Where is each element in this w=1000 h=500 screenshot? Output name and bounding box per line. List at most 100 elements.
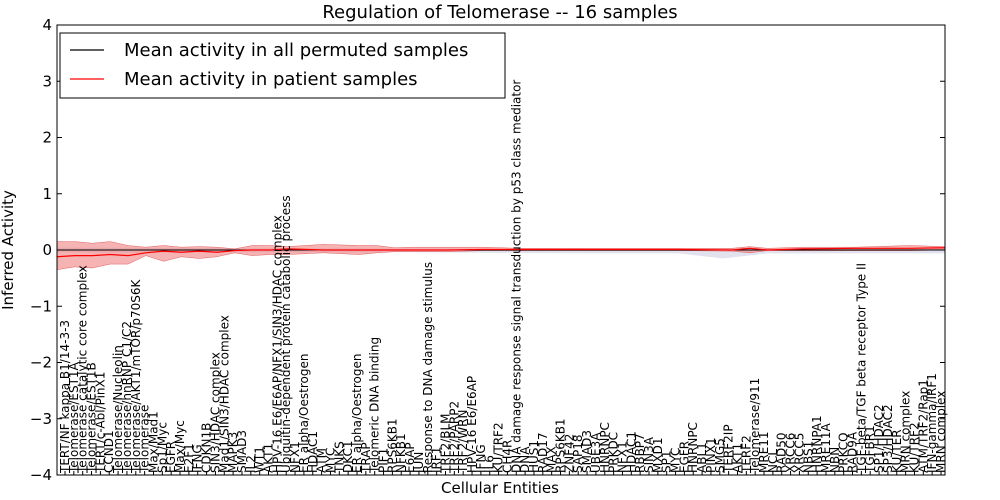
x-category-label: NBS1 [801, 441, 815, 473]
x-category-label: SIN3/HDAC complex [208, 352, 222, 473]
x-category-label: ATM [315, 448, 329, 473]
x-category-label: IFN-gamma/IRF1 [925, 373, 939, 473]
x-category-label: MRN complex [934, 391, 948, 473]
x-category-label: Telomerase/AKT1/mTOR/p70S6K [129, 278, 143, 474]
x-category-label: Telomerase/911 [748, 378, 762, 474]
x-category-label: SIN3A [642, 436, 656, 473]
y-tick-label: 2 [42, 129, 52, 147]
x-category-label: MRE11 [757, 431, 771, 473]
x-category-label: TRF2/PARP2 [447, 401, 461, 474]
x-category-label: DNA damage response signal transduction … [509, 80, 523, 473]
x-category-label: Telomerase/hnRNP C1/C2 [120, 321, 134, 474]
x-category-label: E2F1 [182, 443, 196, 473]
x-category-label: SP1 [660, 451, 674, 474]
x-category-label: SP3/HDAC2 [881, 404, 895, 473]
x-category-label: TRF2/BLM [438, 413, 452, 474]
x-category-label: IL6 [483, 455, 497, 473]
x-category-label: RAD9A [846, 431, 860, 473]
x-category-label: HUS1 [527, 440, 541, 473]
x-category-label: UBE3A [589, 432, 603, 473]
x-category-label: XRCC6 [784, 433, 798, 473]
x-category-label: Telomerase/EST1B [85, 362, 99, 474]
x-category-label: HPV-16 E6/E6AP/NFX1/SIN3/HDAC complex [270, 215, 284, 473]
x-category-label: WT1 [253, 446, 267, 473]
x-category-label: CCND1 [102, 430, 116, 473]
x-category-label: RBBP7 [633, 433, 647, 473]
patient-mean-line [56, 247, 946, 258]
y-tick-label: −3 [30, 410, 52, 428]
x-category-label: ATM/TRF2/Rap1 [916, 379, 930, 473]
x-category-label: PRKCQ [837, 432, 851, 473]
legend-label: Mean activity in all permuted samples [124, 40, 468, 61]
x-category-label: HNRNPA1 [810, 415, 824, 473]
x-category-label: Telomeric DNA binding [368, 337, 382, 474]
legend-label: Mean activity in patient samples [124, 69, 418, 90]
x-category-label: MXD1 [651, 438, 665, 473]
x-category-label: SP1/HDAC2 [872, 404, 886, 473]
x-category-label: PRKDC [607, 432, 621, 473]
x-category-label: MYC [323, 448, 337, 473]
x-category-label: Max/Myc [173, 420, 187, 473]
legend: Mean activity in all permuted samples Mea… [59, 32, 506, 99]
x-category-label: MRN complex [899, 391, 913, 473]
x-category-label: MRE11A [819, 422, 833, 473]
x-category-label: IFNG [474, 444, 488, 473]
x-category-label: ER alpha/Oestrogen [297, 354, 311, 473]
x-category-label: TNKS [332, 441, 346, 474]
x-category-label: Telomerase/Nucleolin [111, 345, 125, 474]
x-category-label: MAX [545, 446, 559, 473]
y-tick-label: 3 [42, 72, 52, 90]
x-category-label: NBN [828, 447, 842, 473]
y-tick-label: −4 [30, 466, 52, 484]
x-category-label: CDKN1B [200, 423, 214, 473]
y-tick-label: 1 [42, 185, 52, 203]
x-category-label: IFNG [191, 444, 205, 473]
x-category-label: CH4R [500, 440, 514, 473]
x-category-label: Telomerase catalytic core complex [76, 265, 90, 474]
x-category-label: DKC1 [341, 441, 355, 473]
chart-title: Regulation of Telomerase -- 16 samples [322, 2, 677, 23]
x-category-label: ZNF42 [562, 434, 576, 473]
x-category-label: HDAC1 [306, 431, 320, 473]
y-tick-label: −2 [30, 354, 52, 372]
x-category-label: NCL [766, 449, 780, 473]
x-category-label: MYC [669, 448, 683, 473]
x-category-label: KU/TER [890, 429, 904, 473]
x-category-label: SMG5 [713, 438, 727, 473]
x-category-label: Sp1/Myc [155, 422, 169, 473]
x-category-label: XRCC5 [792, 433, 806, 473]
x-category-label: Max/Mad1 [146, 411, 160, 473]
x-category-label: NFX1 [288, 441, 302, 473]
x-category-label: EGFR [677, 441, 691, 473]
x-category-label: RPS6KB1 [554, 418, 568, 473]
x-category-label: IRF1 [430, 447, 444, 473]
x-category-label: TRAP [359, 442, 373, 474]
y-tick-label: 4 [42, 16, 52, 34]
x-category-label: Telomerase [138, 405, 152, 474]
x-category-label: E6AP [403, 442, 417, 473]
x-category-label: PINX1 [704, 437, 718, 473]
x-category-label: AKT1 [262, 443, 276, 473]
x-category-label: Ubiquitin-dependent protein catabolic pr… [279, 195, 293, 473]
x-category-label: SAP18 [571, 434, 585, 473]
x-category-label: JUN [412, 452, 426, 474]
x-category-label: SMAD3 [580, 430, 594, 473]
x-category-label: TERT/NF kappa B1/14-3-3 [58, 320, 72, 474]
legend-box [59, 32, 506, 99]
x-category-label: TERT/c-Abl/PinX1 [93, 372, 107, 474]
x-category-label: Response to DNA damage stimulus [421, 262, 435, 473]
x-category-label: TRF2/WRN [456, 410, 470, 474]
y-tick-label: −1 [30, 297, 52, 315]
y-axis: 4 3 2 1 0 −1 −2 −3 −4 [30, 16, 945, 484]
x-category-label: HNRNPC [686, 422, 700, 473]
x-category-label: KU/TRF2 [907, 422, 921, 473]
x-category-label: TGFBR1 [863, 425, 877, 474]
x-category-label: NFKB1 [394, 433, 408, 473]
y-tick-label: 0 [42, 241, 52, 259]
x-axis-category-labels: TERT/NF kappa B1/14-3-3Telomerase/EST1AT… [58, 80, 948, 475]
x-category-label: PIF1 [377, 448, 391, 473]
x-category-label: Telomerase/EST1A [67, 361, 81, 474]
x-category-label: IL2 [244, 455, 258, 473]
x-category-label: HPV-16 E6/E6AP [465, 376, 479, 473]
